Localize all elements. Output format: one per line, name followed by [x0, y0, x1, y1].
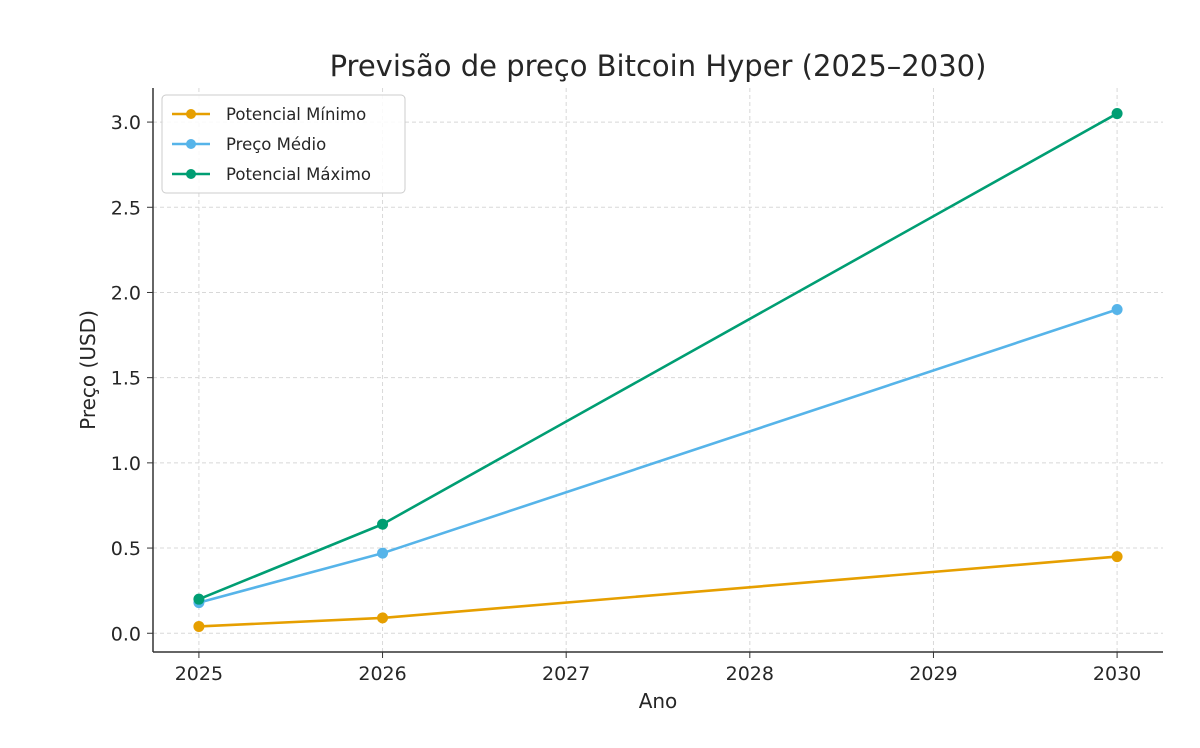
legend-marker: [186, 109, 196, 119]
data-point: [1111, 551, 1123, 563]
series-line-0: [198, 555, 1118, 628]
legend-label: Potencial Mínimo: [226, 105, 366, 124]
series-lines: [193, 108, 1123, 632]
data-point: [377, 518, 389, 530]
series-line-1: [198, 308, 1118, 604]
legend: Potencial Mínimo Preço Médio Potencial Máx…: [161, 94, 406, 194]
y-tick-label: 1.5: [111, 368, 141, 390]
x-tick-label: 2025: [175, 663, 223, 685]
data-point: [377, 547, 389, 559]
data-point: [1111, 304, 1123, 316]
legend-marker: [186, 169, 196, 179]
y-tick-label: 2.0: [111, 282, 141, 304]
legend-box: [161, 94, 406, 194]
x-tick-label: 2029: [909, 663, 957, 685]
y-tick-label: 3.0: [111, 112, 141, 134]
axes: [152, 88, 1163, 653]
data-point: [193, 620, 205, 632]
legend-label: Potencial Máximo: [226, 165, 371, 184]
legend-label: Preço Médio: [226, 135, 326, 154]
y-axis-label: Preço (USD): [76, 310, 100, 430]
x-axis-label: Ano: [639, 689, 678, 713]
y-tick-label: 1.0: [111, 453, 141, 475]
data-point: [377, 612, 389, 624]
data-point: [193, 593, 205, 605]
ticks: 2025 2026 2027 2028 2029 2030 0.0 0.5 1.0 1.5 2.0 2…: [111, 112, 1141, 685]
x-tick-label: 2030: [1093, 663, 1141, 685]
x-tick-label: 2028: [726, 663, 774, 685]
y-tick-label: 0.0: [111, 623, 141, 645]
y-tick-label: 2.5: [111, 197, 141, 219]
x-tick-label: 2026: [358, 663, 406, 685]
chart-title: Previsão de preço Bitcoin Hyper (2025–20…: [330, 49, 987, 83]
data-point: [1111, 108, 1123, 120]
x-tick-label: 2027: [542, 663, 590, 685]
y-tick-label: 0.5: [111, 538, 141, 560]
legend-marker: [186, 139, 196, 149]
